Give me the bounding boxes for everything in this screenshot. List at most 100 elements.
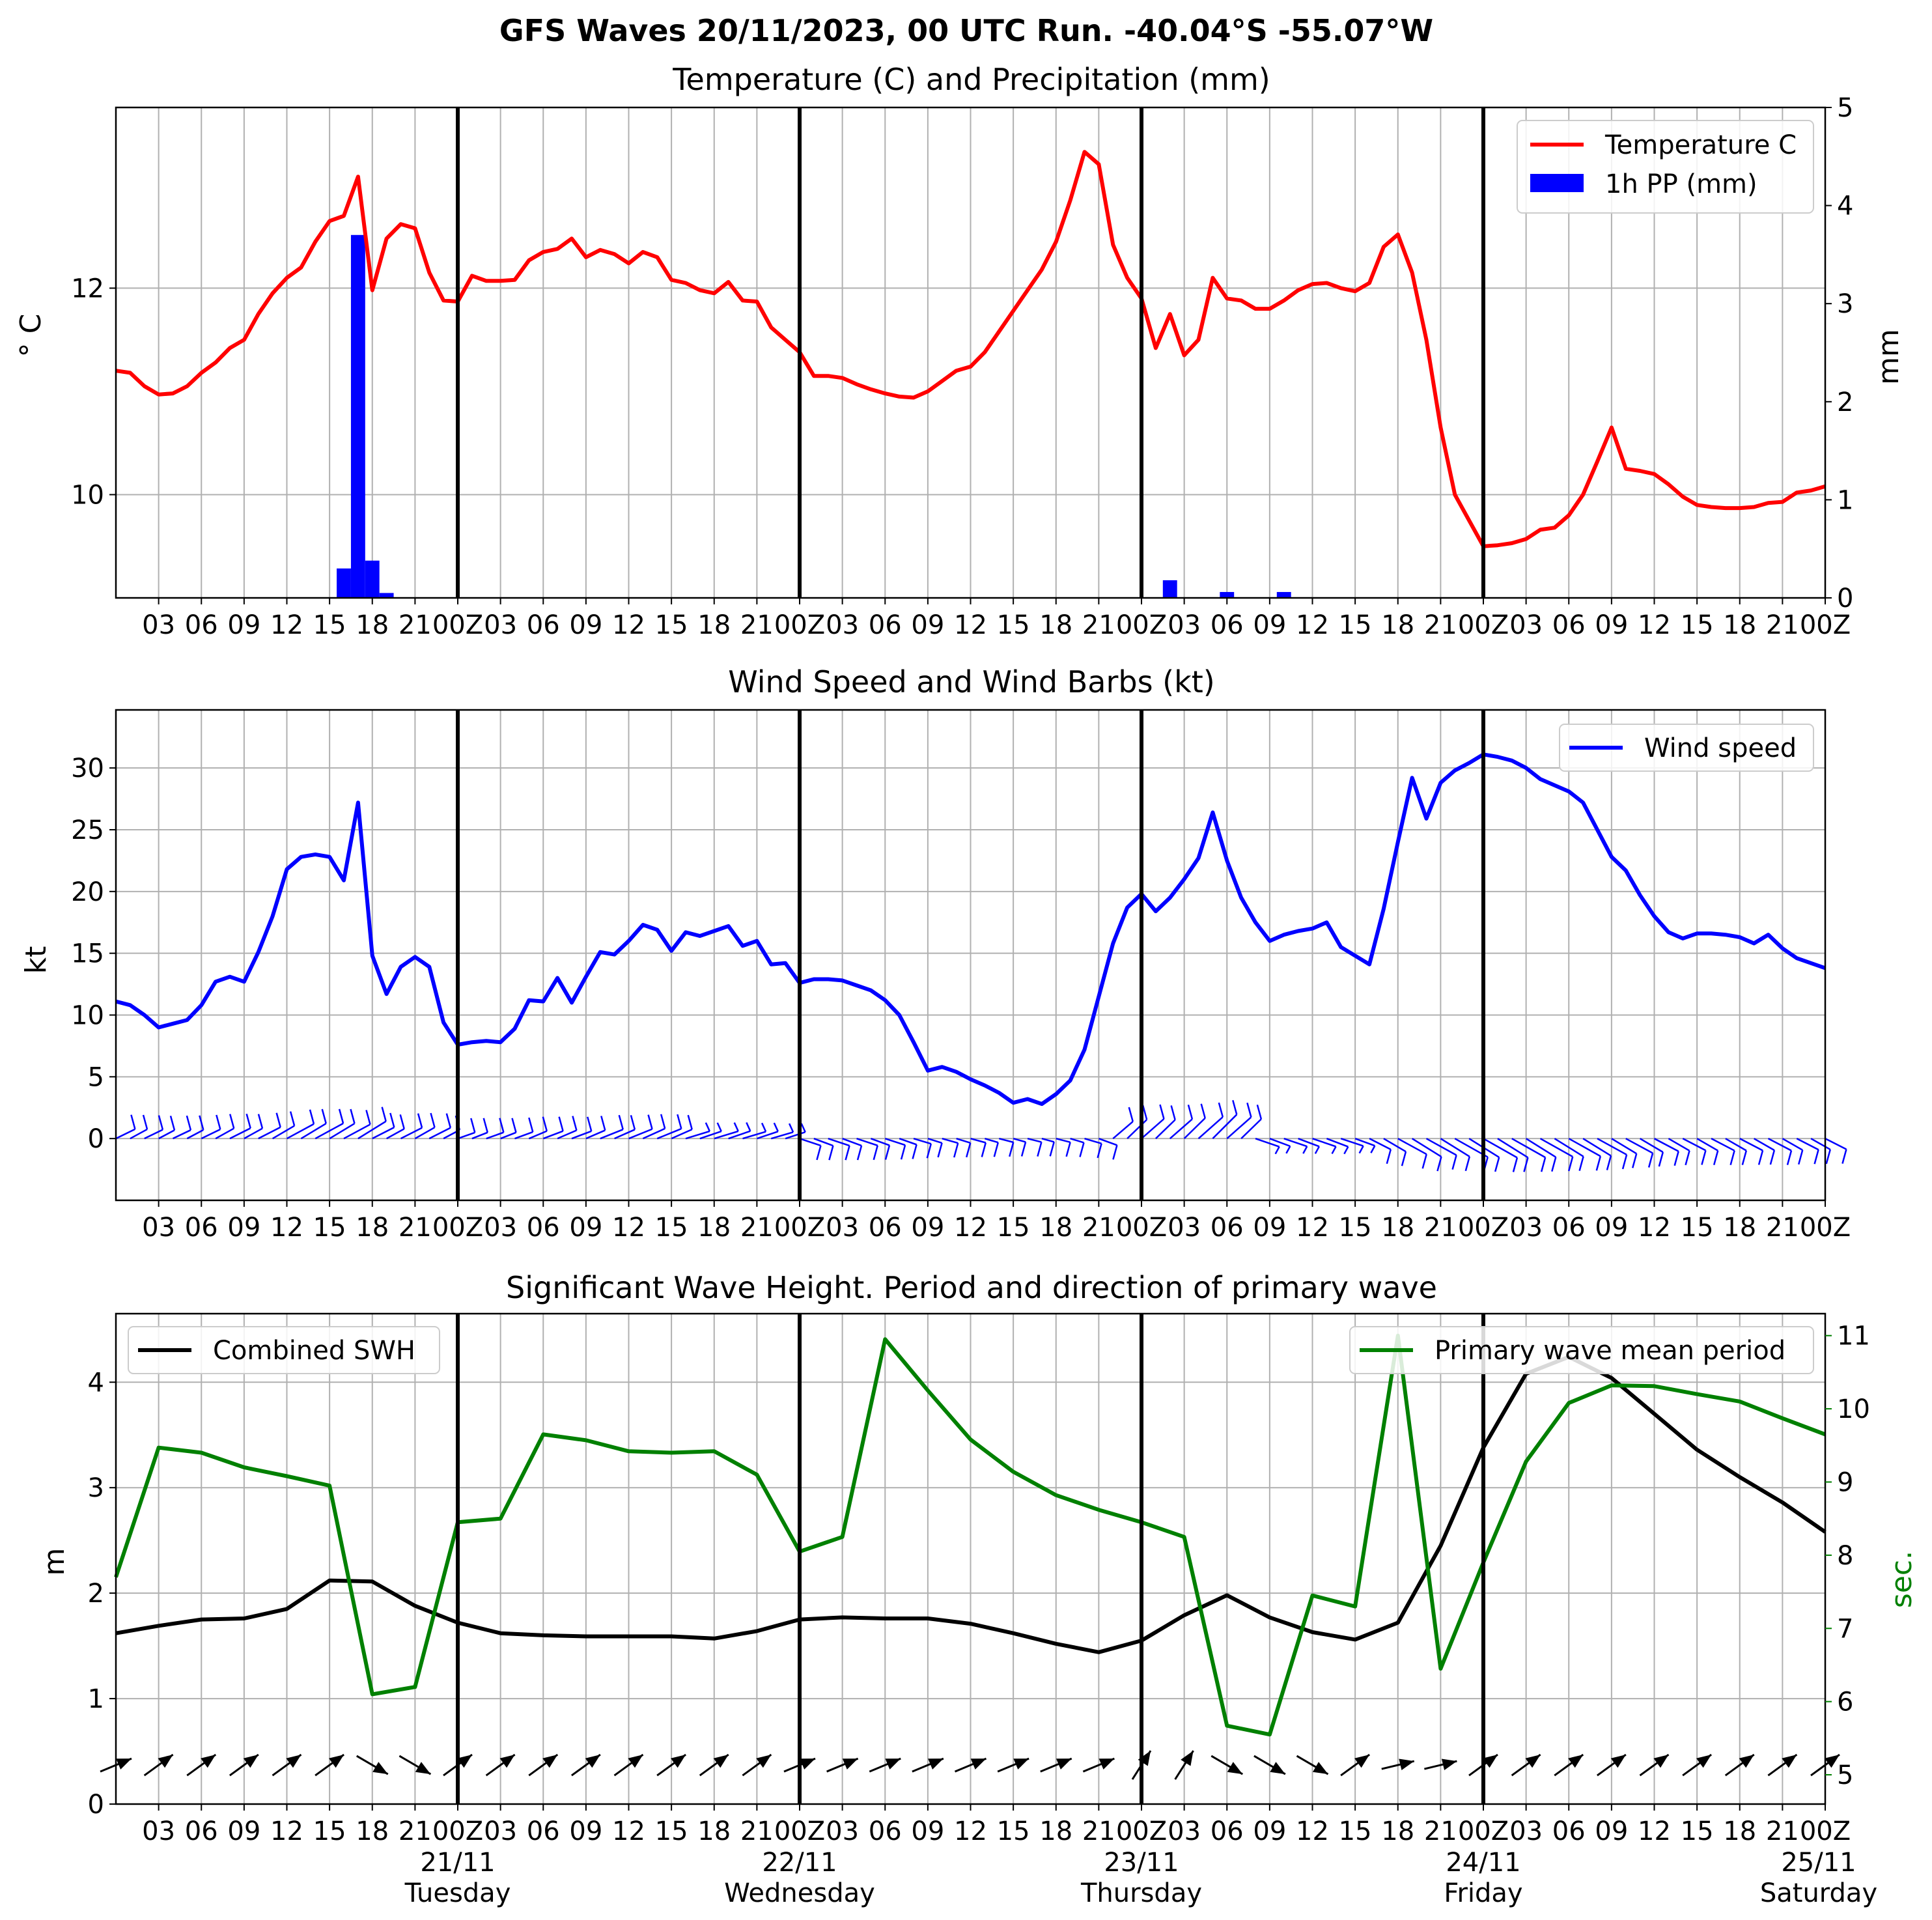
wind-barb-feather <box>528 1117 534 1133</box>
x-tick-label: 09 <box>227 1213 260 1243</box>
y-tick-label: 12 <box>71 274 104 304</box>
wind-barb-staff <box>799 1137 821 1147</box>
wave-direction-arrow-head <box>1181 1751 1194 1766</box>
wind-barb-staff <box>1098 1137 1117 1146</box>
wind-barb-feather <box>1673 1151 1679 1166</box>
x-tick-label: 00Z <box>1116 1816 1167 1846</box>
wind-barb-feather <box>417 1113 423 1128</box>
wind-barb-feather <box>1079 1142 1085 1157</box>
wave-direction-arrow-head <box>671 1755 686 1768</box>
wave-direction-arrow-head <box>713 1755 729 1768</box>
x-tick-label: 15 <box>655 610 688 640</box>
wind-barb-feather <box>1713 1150 1719 1166</box>
wind-barb-staff <box>1639 1138 1664 1153</box>
x-tick-label: 12 <box>612 1816 645 1846</box>
wind-barb-feather <box>1841 1149 1847 1164</box>
wind-barb-feather <box>1741 1150 1748 1165</box>
x-tick-label: 09 <box>569 610 602 640</box>
wave-direction-arrow-head <box>1610 1755 1626 1768</box>
wind-barb-staff <box>1354 1137 1375 1147</box>
x-tick-label: 03 <box>826 1213 859 1243</box>
x-tick-label: 18 <box>356 1816 389 1846</box>
wind-barb-feather <box>130 1114 136 1130</box>
x-tick-label: 15 <box>997 1213 1030 1243</box>
wind-barb-staff <box>685 1130 710 1140</box>
wind-barb-staff <box>571 1130 592 1140</box>
x-tick-label: 09 <box>569 1213 602 1243</box>
day-weekday-label: Tuesday <box>404 1878 511 1908</box>
wave-direction-arrow-head <box>1312 1762 1328 1775</box>
wind-barb-feather <box>1595 1155 1602 1171</box>
wind-barb-feather <box>1246 1102 1252 1118</box>
x-tick-label: 06 <box>185 610 218 640</box>
y-tick-label: 3 <box>88 1473 104 1503</box>
wind-barb-staff <box>1141 1118 1165 1140</box>
wave-direction-arrow-head <box>329 1755 344 1768</box>
x-tick-label: 12 <box>1296 1213 1329 1243</box>
wind-barb-staff <box>329 1122 356 1140</box>
wind-barb-feather <box>1436 1156 1442 1172</box>
precipitation-bar <box>1276 591 1291 598</box>
wind-barb-feather <box>1568 1156 1574 1172</box>
wind-barb-feather <box>618 1114 624 1130</box>
x-tick-label: 06 <box>1211 1816 1244 1846</box>
wind-barb-staff <box>172 1129 191 1140</box>
wind-barb-feather <box>1331 1146 1337 1155</box>
wind-barb-staff <box>1611 1138 1637 1155</box>
y-tick-label: 3 <box>1837 289 1853 319</box>
day-date-label: 23/11 <box>1104 1848 1179 1878</box>
wind-y-ticks: 0 5 10 15 20 25 30 <box>71 754 116 1154</box>
wind-barbs <box>115 1099 1847 1172</box>
wave-direction-arrow-head <box>1525 1755 1541 1768</box>
swh-ylabel: m <box>38 1548 71 1576</box>
x-tick-label: 12 <box>270 1816 303 1846</box>
wind-barb-staff <box>514 1131 533 1140</box>
wind-barb-staff <box>428 1127 451 1140</box>
wave-direction-arrow-head <box>286 1755 301 1768</box>
x-tick-label: 21 <box>1082 1213 1115 1243</box>
temperature-panel-title: Temperature (C) and Precipitation (mm) <box>672 62 1270 97</box>
wind-barb-feather <box>245 1113 251 1129</box>
wind-barb-feather <box>199 1115 204 1131</box>
wind-barb-staff <box>372 1126 395 1140</box>
wave-direction-arrow-head <box>842 1758 858 1770</box>
precipitation-y-ticks: 0 1 2 3 4 5 <box>1825 93 1853 614</box>
wind-barb-staff <box>1013 1137 1026 1143</box>
wind-barb-feather <box>1401 1151 1407 1166</box>
wind-barb-feather <box>389 1112 395 1128</box>
wave-panel-title: Significant Wave Height. Period and dire… <box>506 1270 1437 1305</box>
x-tick-label: 09 <box>1595 1816 1628 1846</box>
x-tick-label: 12 <box>612 1213 645 1243</box>
wind-barb-staff <box>1525 1138 1556 1158</box>
wind-barb-feather <box>1274 1146 1280 1155</box>
wave-direction-arrow-head <box>1824 1755 1840 1768</box>
wind-barb-staff <box>158 1129 175 1140</box>
wind-barb-feather <box>1218 1102 1224 1118</box>
precipitation-bar <box>1162 580 1177 598</box>
x-tick-label: 06 <box>527 1213 560 1243</box>
x-tick-label: 12 <box>1638 1213 1671 1243</box>
wind-barb-feather <box>1606 1155 1612 1170</box>
day-date-label: 25/11 <box>1781 1848 1856 1878</box>
temperature-series <box>115 150 1826 548</box>
wind-barb-staff <box>956 1137 971 1144</box>
precipitation-legend-swatch <box>1530 174 1584 192</box>
precipitation-bar <box>337 568 351 598</box>
wind-x-ticks: 03 06 09 12 15 18 21 00Z 03 06 09 12 15 18 21 00Z 03 06 09… <box>142 1200 1851 1243</box>
x-tick-label: 06 <box>185 1816 218 1846</box>
x-tick-label: 03 <box>1168 1816 1201 1846</box>
x-tick-label: 09 <box>227 1816 260 1846</box>
precipitation-bar <box>350 234 365 598</box>
wind-barb-staff <box>1653 1138 1679 1152</box>
wind-barb-feather <box>558 1116 564 1132</box>
wind-barb-feather <box>1049 1142 1055 1157</box>
x-tick-label: 21 <box>1424 610 1457 640</box>
x-tick-label: 21 <box>1424 1816 1457 1846</box>
x-tick-label: 06 <box>1552 610 1586 640</box>
wind-barb-staff <box>1283 1137 1308 1148</box>
wave-direction-arrow-head <box>928 1758 944 1770</box>
wind-barb-staff <box>414 1126 436 1140</box>
wind-barb-feather <box>338 1108 344 1124</box>
x-tick-label: 18 <box>1723 1816 1756 1846</box>
x-tick-label: 00Z <box>1116 1213 1167 1243</box>
